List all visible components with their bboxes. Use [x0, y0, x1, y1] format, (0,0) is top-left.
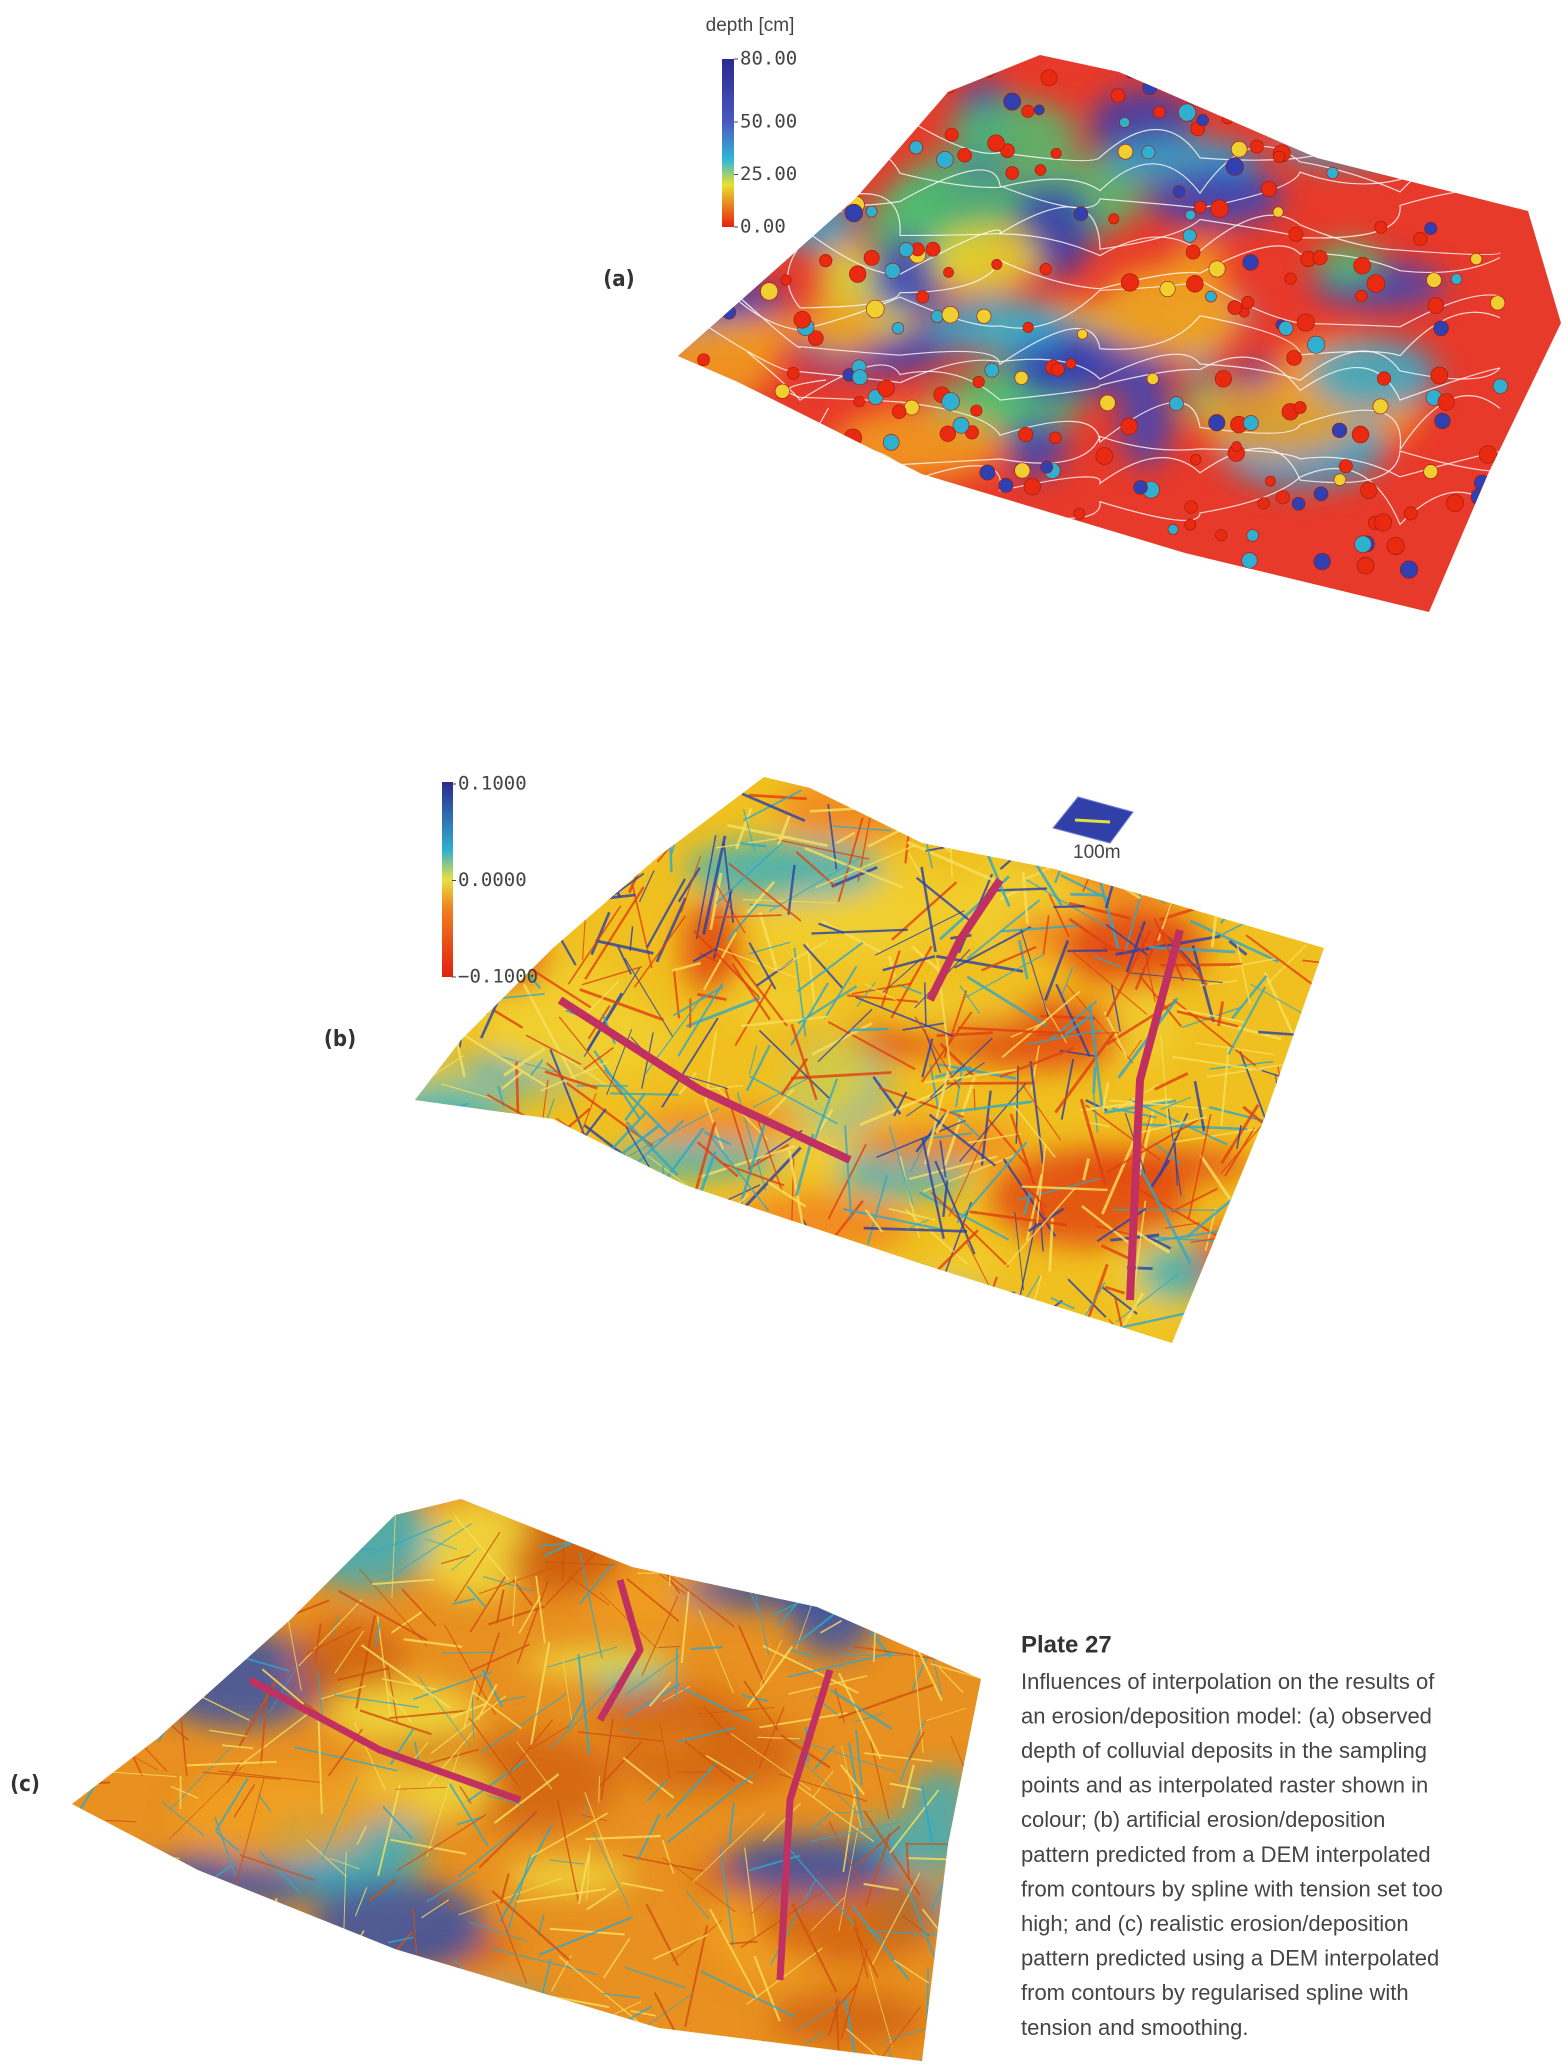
caption: Influences of interpolation on the resul… [1021, 1669, 1443, 2040]
colorbar-tick-label: 80.00 [740, 48, 797, 70]
caption-line: an erosion/deposition model: (a) observe… [1021, 1703, 1432, 1728]
caption-line: depth of colluvial deposits in the sampl… [1021, 1738, 1427, 1763]
terrain-b [341, 770, 1397, 1402]
colorbar-b [442, 782, 453, 977]
caption-line: tension and smoothing. [1021, 2015, 1249, 2040]
colorbar-tick-label: 50.00 [740, 111, 797, 133]
colorbar-tick-label: −0.1000 [458, 966, 538, 988]
colorbar-tick-label: 0.00 [740, 216, 786, 238]
panel-label: (c) [10, 1772, 40, 1797]
panel-label: (b) [324, 1027, 356, 1052]
colorbar-tick-label: 0.0000 [458, 869, 527, 891]
panel-label: (a) [603, 267, 634, 292]
scale-bar-label: 100m [1073, 842, 1121, 863]
caption-title: Plate 27 [1021, 1631, 1112, 1658]
caption-line: pattern predicted using a DEM interpolat… [1021, 1946, 1439, 1971]
terrain-c [0, 1468, 1013, 2068]
colorbar-tick-label: 25.00 [740, 163, 797, 185]
colorbar-title: depth [cm] [706, 15, 795, 36]
scale-bar-line [1075, 820, 1110, 822]
caption-line: from contours by regularised spline with [1021, 1980, 1409, 2005]
caption-line: points and as interpolated raster shown … [1021, 1773, 1428, 1798]
colorbar-a [722, 59, 734, 227]
page: depth [cm] (a) (b) 100m (c) Plate 27 Inf… [0, 0, 1567, 2068]
caption-line: from contours by spline with tension set… [1021, 1876, 1443, 1901]
caption-line: colour; (b) artificial erosion/depositio… [1021, 1807, 1385, 1832]
caption-line: Influences of interpolation on the resul… [1021, 1669, 1435, 1694]
caption-line: high; and (c) realistic erosion/depositi… [1021, 1911, 1409, 1936]
colorbar-tick-label: 0.1000 [458, 773, 527, 795]
caption-line: pattern predicted from a DEM interpolate… [1021, 1842, 1431, 1867]
